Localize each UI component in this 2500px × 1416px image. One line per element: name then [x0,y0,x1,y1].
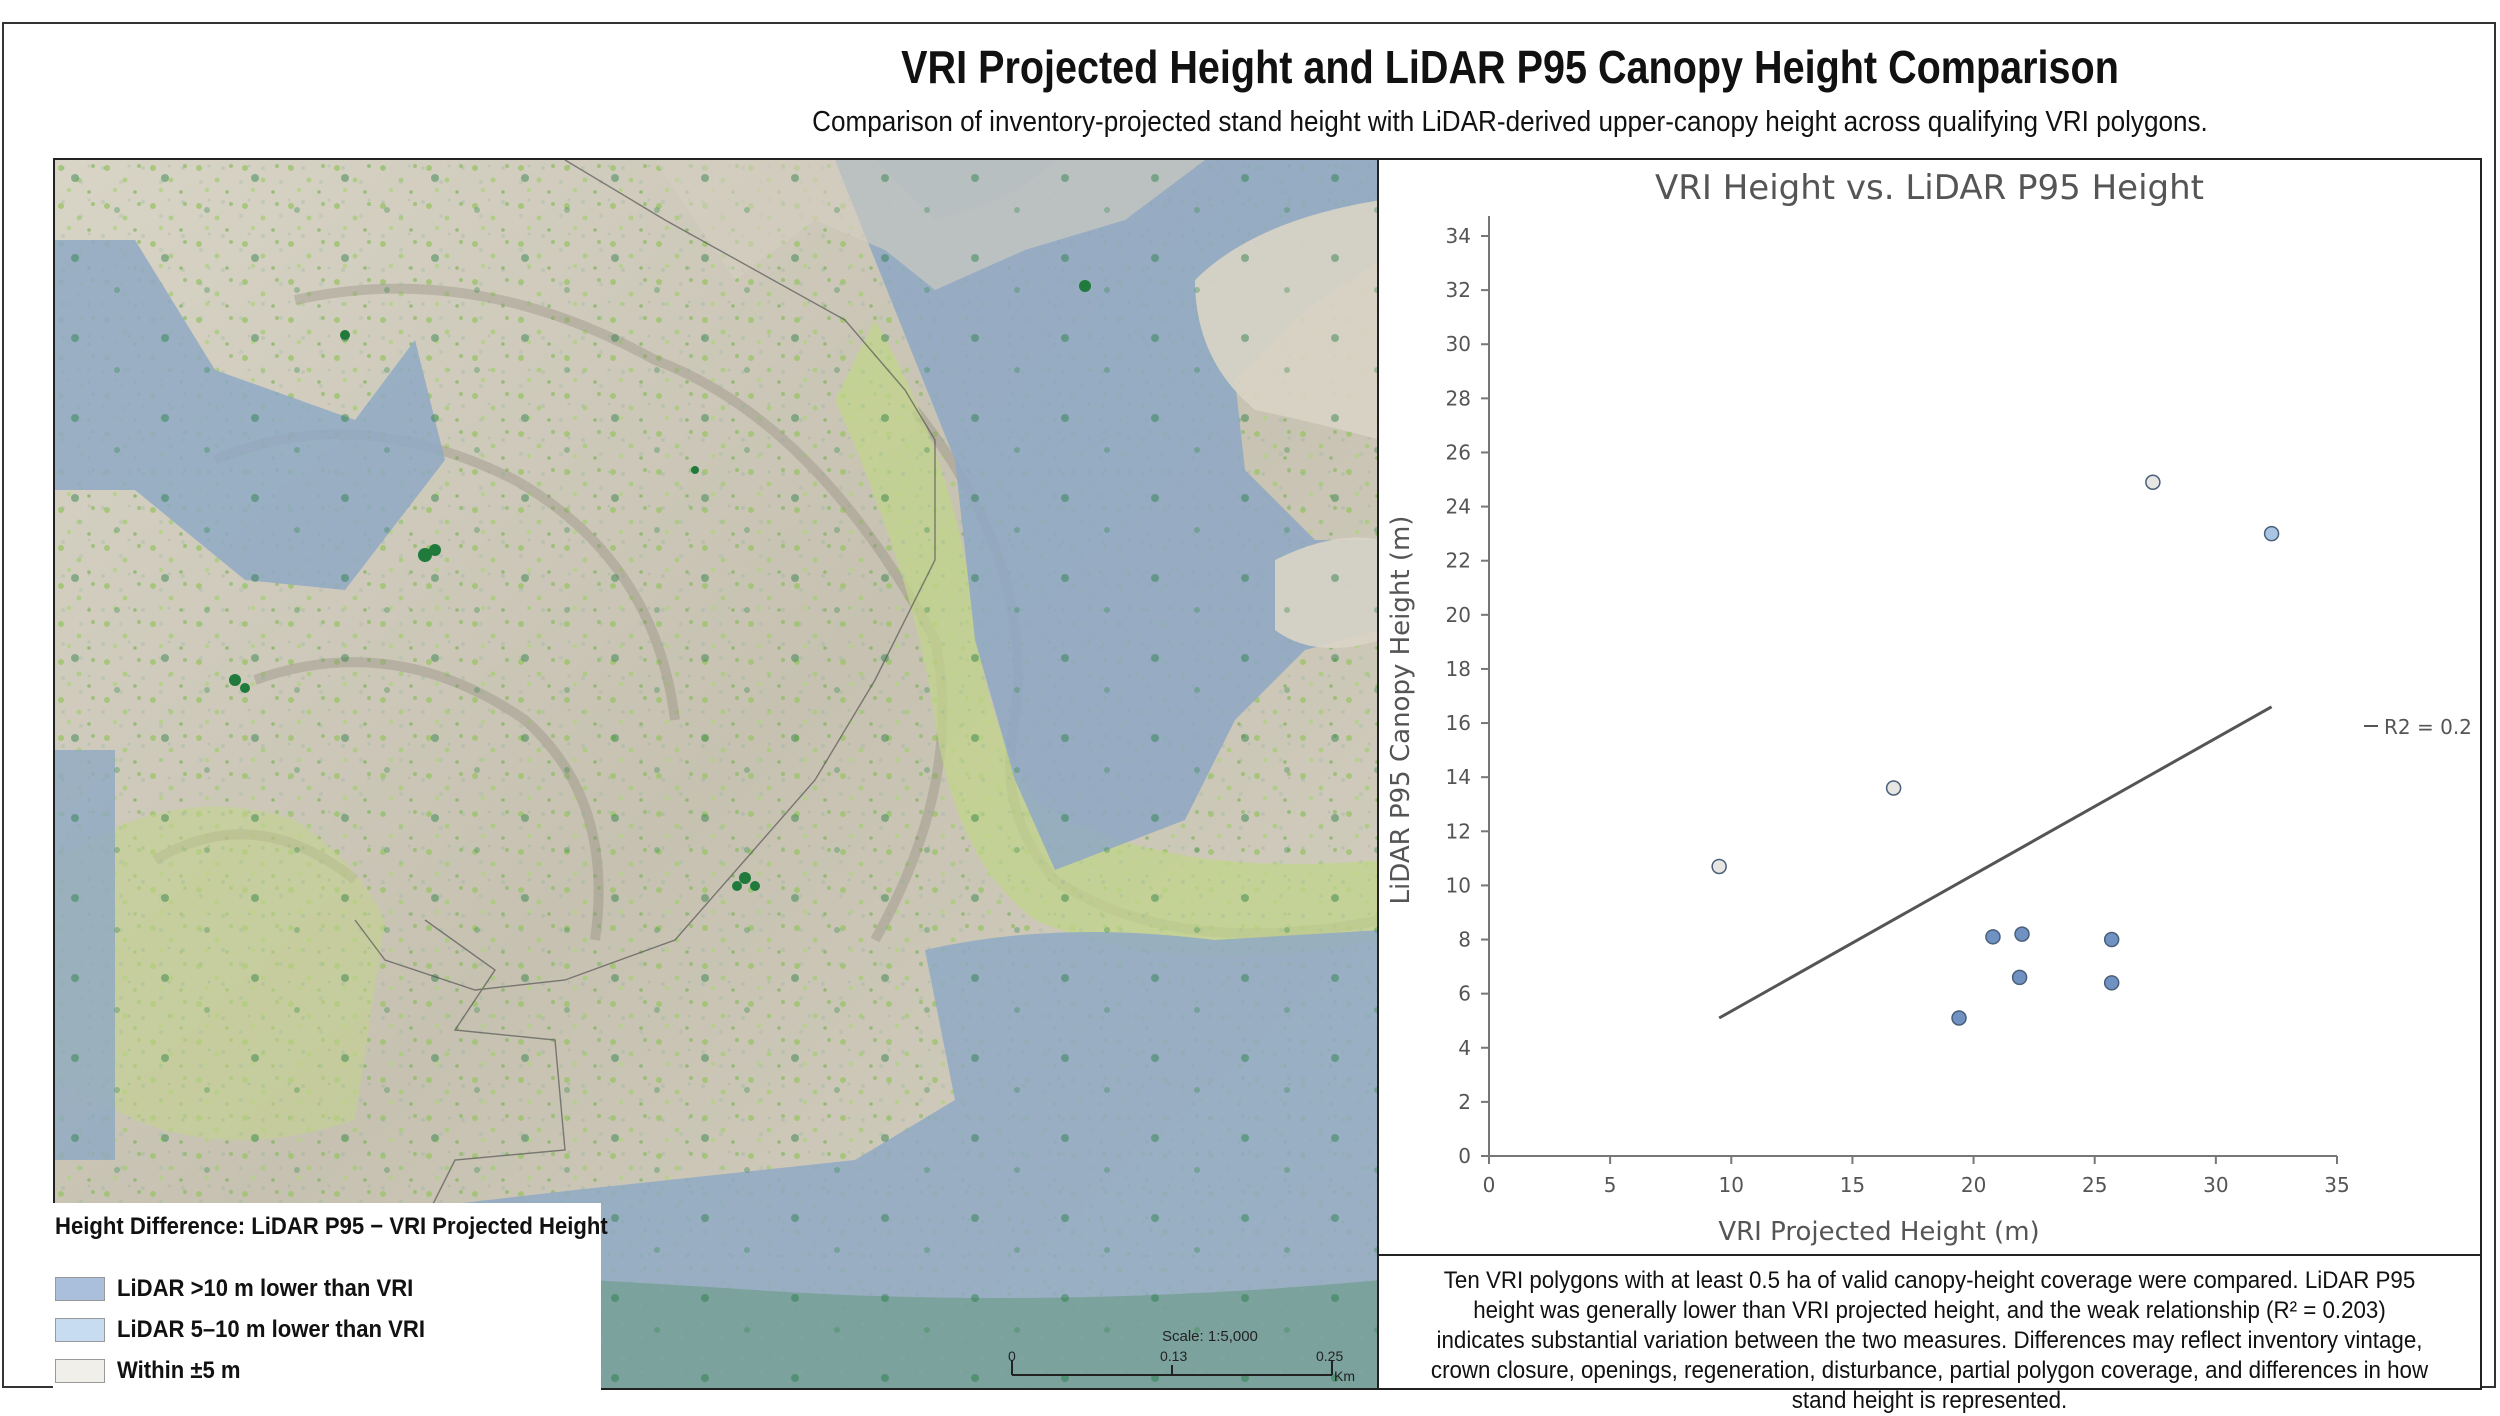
y-tick-label: 12 [1446,819,1471,843]
data-point [2103,975,2120,991]
trendline-legend-label: R2 = 0.2 [2384,715,2472,739]
scale-label: Scale: 1:5,000 [1162,1328,1258,1345]
data-point [1985,929,2001,945]
y-tick-label: 32 [1446,278,1471,302]
legend-item-over10: LiDAR >10 m lower than VRI [55,1275,439,1303]
chart-panel: VRI Height vs. LiDAR P95 Height 0 5 10 15 20… [1377,158,2482,1256]
page-subtitle: Comparison of inventory-projected stand … [812,106,2208,138]
y-tick-label: 26 [1446,440,1471,464]
legend-swatch-5to10 [55,1318,105,1342]
scale-tick-0: 0 [1008,1348,1016,1364]
legend-swatch-over10 [55,1277,105,1301]
scale-tick-1: 0.13 [1160,1348,1187,1364]
trendline [1718,705,2273,1020]
x-tick-label: 5 [1604,1173,1617,1197]
x-tick-label: 25 [2082,1173,2107,1197]
map-panel[interactable]: Scale: 1:5,000 0 0.13 0.25 Km [53,158,1379,1390]
y-tick-label: 8 [1458,928,1471,952]
y-tick-label: 18 [1446,657,1471,681]
tree-clusters [229,280,1091,891]
legend-item-within: Within ±5 m [55,1357,251,1385]
scale-unit: Km [1334,1368,1355,1384]
y-tick-label: 2 [1458,1090,1471,1114]
map-canvas[interactable] [55,160,1379,1390]
map-legend: Height Difference: LiDAR P95 − VRI Proje… [53,1203,608,1390]
legend-title: Height Difference: LiDAR P95 − VRI Proje… [55,1213,608,1240]
data-point [2103,931,2120,948]
y-tick-label: 6 [1458,982,1471,1006]
trendline-legend: R2 = 0.2 [2364,715,2472,739]
y-tick-label: 28 [1446,386,1471,410]
data-point [2263,525,2280,542]
data-point [1711,858,1727,875]
y-tick-label: 22 [1446,549,1471,573]
x-tick-label: 35 [2324,1173,2349,1197]
data-point [2014,926,2030,942]
y-tick-label: 0 [1458,1144,1471,1168]
summary-note: Ten VRI polygons with at least 0.5 ha of… [1430,1267,2429,1414]
y-tick-label: 14 [1446,765,1471,789]
y-tick-label: 20 [1446,603,1471,627]
y-tick-label: 30 [1446,332,1471,356]
x-tick-label: 0 [1483,1173,1496,1197]
data-point [1885,780,1902,796]
summary-note-panel: Ten VRI polygons with at least 0.5 ha of… [1377,1254,2482,1414]
x-tick-label: 20 [1961,1173,1986,1197]
legend-label-5to10: LiDAR 5–10 m lower than VRI [117,1316,425,1343]
legend-label-over10: LiDAR >10 m lower than VRI [117,1275,414,1302]
x-tick-label: 10 [1719,1173,1744,1197]
chart-title: VRI Height vs. LiDAR P95 Height [1655,168,2204,208]
x-tick-label: 15 [1840,1173,1865,1197]
scale-bar: Scale: 1:5,000 0 0.13 0.25 Km [1008,1328,1355,1384]
legend-swatch-within [55,1359,105,1383]
y-tick-label: 16 [1446,711,1471,735]
y-axis-label: LiDAR P95 Canopy Height (m) [1386,516,1416,905]
data-point [1951,1010,1967,1026]
legend-item-5to10: LiDAR 5–10 m lower than VRI [55,1316,452,1344]
y-tick-label: 34 [1446,224,1471,248]
scatter-chart: 0 5 10 15 20 25 30 3502468101214161820222426283… [1386,216,2472,1247]
data-point [2011,969,2028,986]
y-tick-label: 4 [1458,1036,1471,1060]
legend-label-within: Within ±5 m [117,1357,241,1384]
y-tick-label: 10 [1446,873,1471,897]
page-title: VRI Projected Height and LiDAR P95 Canop… [901,41,2119,93]
x-tick-label: 30 [2203,1173,2228,1197]
x-axis-label: VRI Projected Height (m) [1718,1217,2039,1247]
polygon-outlines [354,160,936,1241]
y-tick-label: 24 [1446,495,1471,519]
data-point [2145,474,2161,490]
scale-tick-2: 0.25 [1316,1348,1343,1364]
